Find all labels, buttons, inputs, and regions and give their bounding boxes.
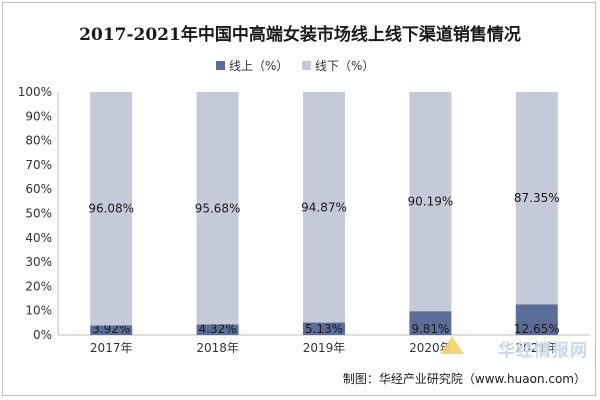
x-tick-label: 2019年	[303, 341, 346, 355]
y-tick-label: 90%	[25, 109, 52, 123]
y-tick-label: 60%	[25, 182, 52, 196]
bar-segment-1	[409, 92, 452, 312]
y-tick-label: 80%	[25, 134, 52, 148]
legend-label-1: 线下（%）	[315, 59, 374, 73]
data-label: 9.81%	[411, 322, 449, 336]
y-tick-label: 10%	[25, 304, 52, 318]
data-label: 94.87%	[301, 200, 347, 214]
bar-segment-0	[196, 324, 239, 335]
x-tick-label: 2017年	[90, 341, 133, 355]
legend-swatch-0	[216, 61, 225, 70]
data-label: 3.92%	[92, 322, 130, 336]
bar-segment-1	[90, 92, 133, 326]
x-tick-label: 2018年	[196, 341, 239, 355]
data-label: 12.65%	[514, 322, 560, 336]
y-tick-label: 40%	[25, 231, 52, 245]
x-tick-label: 2021年	[516, 341, 559, 355]
y-tick-label: 0%	[33, 328, 52, 342]
y-tick-label: 20%	[25, 279, 52, 293]
watermark-logo-icon	[440, 336, 464, 354]
source-caption: 制图：华经产业研究院（www.huaon.com）	[342, 372, 586, 386]
legend-label-0: 线上（%）	[229, 59, 288, 73]
chart-title: 2017-2021年中国中高端女装市场线上线下渠道销售情况	[79, 24, 521, 45]
bar-segment-1	[196, 92, 239, 325]
y-tick-label: 70%	[25, 158, 52, 172]
bar-segment-1	[515, 92, 558, 305]
bar-segment-0	[303, 322, 345, 335]
bar-segment-1	[303, 92, 345, 323]
data-label: 96.08%	[88, 202, 134, 216]
y-tick-label: 30%	[25, 255, 52, 269]
legend-swatch-1	[302, 61, 311, 70]
y-tick-label: 100%	[18, 85, 52, 99]
data-label: 87.35%	[514, 191, 560, 205]
data-label: 95.68%	[195, 201, 241, 215]
data-label: 90.19%	[408, 195, 454, 209]
y-tick-label: 50%	[25, 207, 52, 221]
data-label: 4.32%	[199, 322, 237, 336]
bar-segment-0	[515, 304, 558, 335]
data-label: 5.13%	[305, 322, 343, 336]
bar-segment-0	[409, 311, 452, 335]
bar-segment-0	[90, 325, 133, 335]
